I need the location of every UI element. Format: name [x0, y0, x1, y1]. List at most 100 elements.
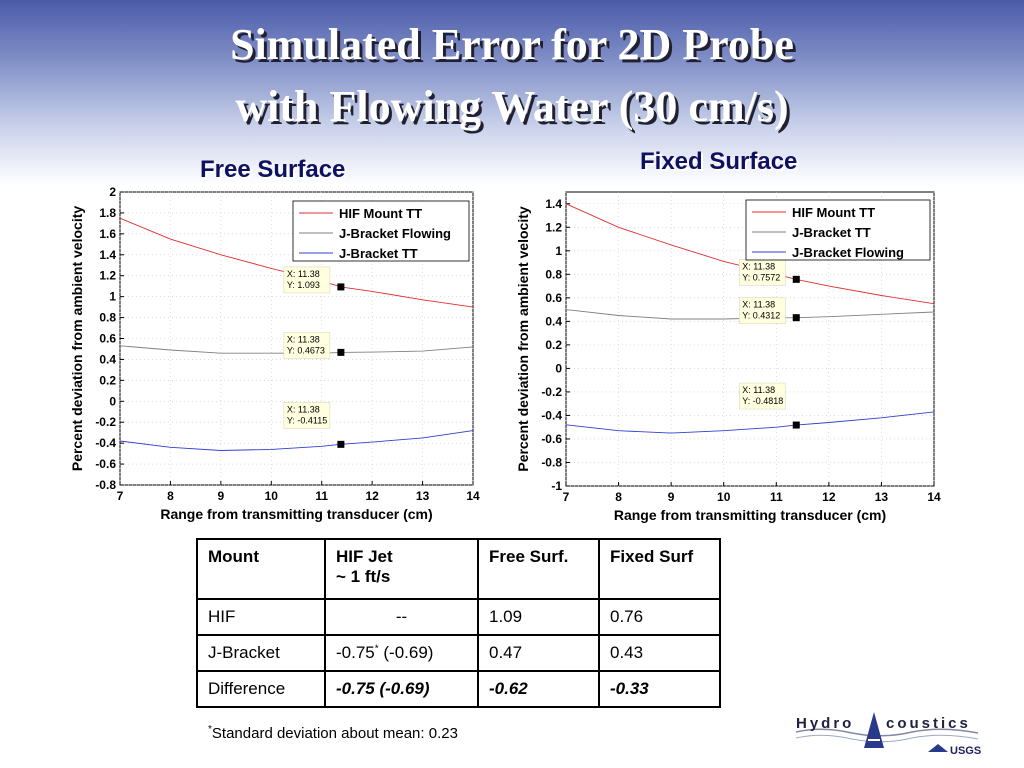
- y-tick-label: 0.8: [545, 267, 562, 281]
- series-line-3: [119, 430, 474, 451]
- datatip-box: [283, 332, 331, 359]
- cell-mount: J-Bracket: [196, 634, 326, 672]
- y-tick-label: 0.4: [99, 352, 116, 366]
- legend-entry: HIF Mount TT: [792, 205, 875, 220]
- series-line-3: [565, 411, 935, 434]
- y-tick-label: 1: [555, 244, 562, 258]
- datatip-box: [738, 297, 786, 324]
- mount-comparison-table: Mount HIF Jet ~ 1 ft/s Free Surf. Fixed …: [196, 538, 721, 708]
- legend-entry: J-Bracket Flowing: [792, 245, 904, 260]
- cell-mount: Difference: [196, 670, 326, 708]
- x-tick-label: 13: [875, 490, 889, 504]
- y-tick-label: 0.6: [545, 291, 562, 305]
- datatip-marker: [337, 440, 345, 448]
- header-hif-jet: HIF Jet ~ 1 ft/s: [324, 538, 479, 600]
- x-tick-label: 8: [167, 489, 174, 503]
- x-tick-label: 12: [822, 490, 836, 504]
- y-tick-label: 2: [109, 185, 116, 199]
- x-tick-label: 11: [315, 489, 328, 503]
- header-hif-jet-line2: ~ 1 ft/s: [336, 567, 391, 586]
- free-surface-chart-title: Free Surface: [200, 156, 346, 183]
- slide-title-line2: with Flowing Water (30 cm/s): [235, 82, 789, 131]
- x-tick-label: 10: [265, 489, 279, 503]
- logo-text-usgs: USGS: [950, 745, 981, 757]
- datatip-x-label: X: 11.38: [287, 404, 320, 414]
- datatip-box: [738, 382, 786, 410]
- y-tick-label: 0.4: [545, 314, 562, 328]
- y-axis-label: Percent deviation from ambient velocity: [515, 206, 531, 472]
- x-tick-label: 7: [563, 490, 570, 504]
- datatip-marker: [337, 348, 345, 356]
- cell-free-surf: 0.47: [477, 634, 600, 672]
- y-tick-label: 0: [555, 361, 562, 375]
- header-mount: Mount: [196, 538, 326, 600]
- datatip-box: [283, 402, 331, 429]
- x-axis-label: Range from transmitting transducer (cm): [614, 507, 886, 523]
- y-tick-label: -0.4: [95, 436, 116, 450]
- x-tick-label: 8: [615, 490, 622, 504]
- y-tick-label: -0.6: [95, 457, 116, 471]
- x-tick-label: 10: [717, 490, 731, 504]
- table-row: HIF -- 1.09 0.76: [196, 598, 721, 636]
- y-tick-label: -0.2: [95, 415, 116, 429]
- legend-entry: HIF Mount TT: [339, 206, 422, 221]
- legend-entry: J-Bracket TT: [339, 246, 418, 261]
- legend: [292, 200, 470, 262]
- y-tick-label: 1.2: [545, 220, 562, 234]
- y-tick-label: -0.8: [95, 478, 116, 492]
- cell-free-surf: -0.62: [477, 670, 600, 708]
- cell-free-surf: 1.09: [477, 598, 600, 636]
- y-tick-label: 1.4: [99, 248, 116, 262]
- cell-fixed-surf: -0.33: [598, 670, 721, 708]
- datatip-marker: [792, 421, 800, 429]
- y-tick-label: -0.2: [541, 385, 562, 399]
- cell-fixed-surf: 0.76: [598, 598, 721, 636]
- cell-hif-jet-value: -0.75: [336, 643, 375, 662]
- footnote: *Standard deviation about mean: 0.23: [208, 724, 458, 742]
- cell-mount: HIF: [196, 598, 326, 636]
- fixed-surface-chart-title: Fixed Surface: [640, 148, 798, 175]
- x-tick-label: 9: [218, 489, 225, 503]
- y-tick-label: 1.6: [99, 227, 116, 241]
- datatip-marker: [792, 314, 800, 322]
- footnote-text: Standard deviation about mean: 0.23: [211, 725, 458, 742]
- datatip-x-label: X: 11.38: [287, 269, 320, 279]
- datatip-y-label: Y: 1.093: [287, 280, 320, 290]
- y-tick-label: 1.2: [99, 269, 116, 283]
- x-tick-label: 14: [466, 489, 480, 503]
- x-tick-label: 9: [668, 490, 675, 504]
- y-tick-label: 0.6: [99, 332, 116, 346]
- datatip-box: [283, 266, 331, 294]
- y-tick-label: -1: [551, 479, 562, 493]
- y-tick-label: 0: [109, 394, 116, 408]
- slide-title: Simulated Error for 2D Probe with Flowin…: [0, 14, 1024, 138]
- y-tick-label: 0.2: [545, 338, 562, 352]
- x-tick-label: 14: [927, 490, 941, 504]
- datatip-marker: [792, 275, 800, 283]
- datatip-y-label: Y: -0.4818: [742, 396, 783, 406]
- cell-hif-jet-footnote-marker: *: [374, 643, 379, 655]
- y-tick-label: 0.2: [99, 373, 116, 387]
- datatip-box: [738, 259, 786, 286]
- x-axis-label: Range from transmitting transducer (cm): [160, 506, 432, 522]
- datatip-marker: [337, 283, 345, 291]
- logo-text-coustics: coustics: [886, 715, 971, 732]
- x-tick-label: 7: [117, 489, 124, 503]
- y-tick-label: -0.8: [541, 455, 562, 469]
- datatip-y-label: Y: 0.4673: [287, 345, 325, 355]
- datatip-x-label: X: 11.38: [742, 261, 775, 271]
- y-tick-label: 0.8: [99, 311, 116, 325]
- hydroacoustics-logo: Hydro coustics USGS: [795, 712, 981, 757]
- table-header-row: Mount HIF Jet ~ 1 ft/s Free Surf. Fixed …: [196, 538, 721, 600]
- x-tick-label: 13: [416, 489, 430, 503]
- y-tick-label: 1.8: [99, 206, 116, 220]
- cell-hif-jet: -0.75* (-0.69): [324, 634, 479, 672]
- datatip-x-label: X: 11.38: [742, 300, 775, 310]
- cell-hif-jet-paren: (-0.69): [378, 643, 434, 662]
- free-surface-chart: 7 8 9 10 11 12 13 14 2 1.8 1.6 1.4 1.2 1 0.8 0.6 0.4 0.2 0…: [69, 185, 480, 522]
- logo-text-hydro: Hydro: [796, 715, 854, 732]
- slide-title-line1: Simulated Error for 2D Probe: [230, 20, 794, 69]
- header-fixed-surf: Fixed Surf: [598, 538, 721, 600]
- fixed-surface-chart: 7 8 9 10 11 12 13 14 1.4 1.2 1 0.8 0.6 0.4 0.2 0 -0.2 -0.…: [515, 191, 941, 523]
- y-tick-label: -0.6: [541, 432, 562, 446]
